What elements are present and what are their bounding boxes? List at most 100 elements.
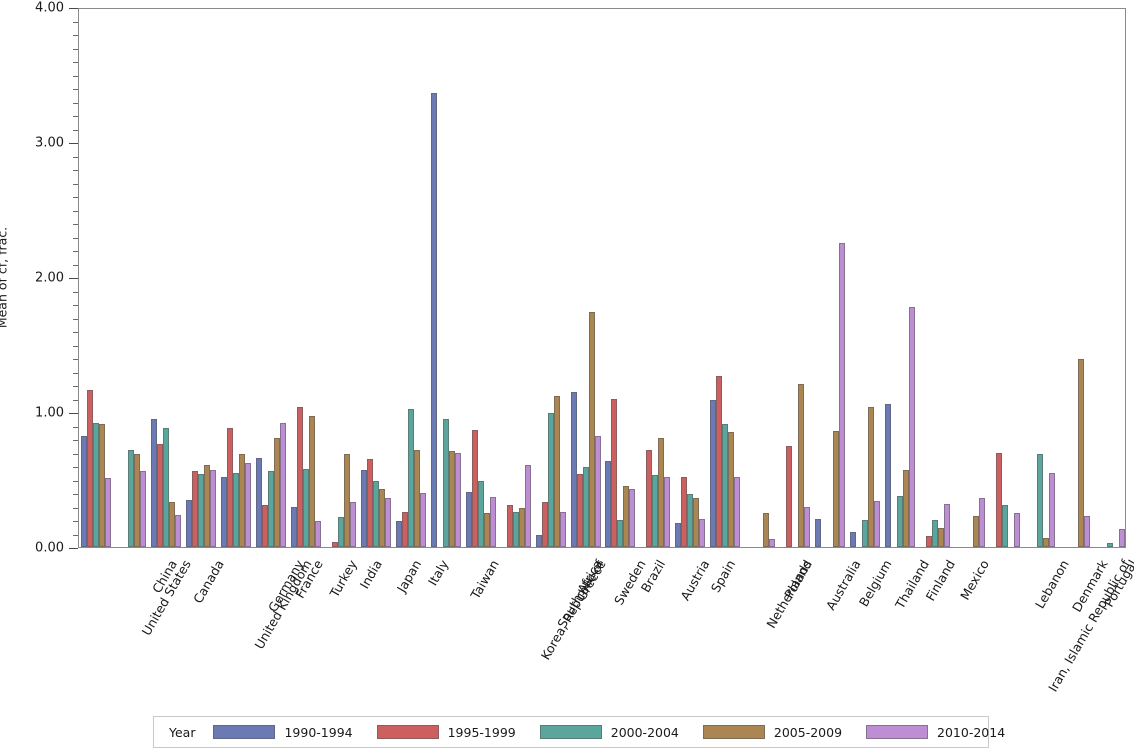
bar	[896, 495, 903, 547]
x-tick-label: Austria	[677, 557, 713, 603]
bar	[908, 306, 915, 547]
bar	[884, 403, 891, 547]
y-tick-minor	[73, 507, 78, 509]
bar	[477, 480, 484, 547]
bar	[210, 470, 217, 547]
bar	[350, 502, 356, 547]
bar	[81, 436, 88, 547]
y-tick-label: 3.00	[35, 135, 64, 151]
bar	[687, 494, 694, 547]
y-tick-minor	[73, 480, 78, 482]
bar	[465, 491, 472, 547]
bar	[280, 422, 287, 547]
bar	[262, 505, 269, 547]
legend: Year 1990-1994 1995-1999 2000-2004 2005-200…	[153, 716, 1005, 748]
bar	[588, 312, 595, 547]
bar	[1048, 472, 1055, 547]
legend-item[interactable]: 2005-2009	[702, 724, 843, 740]
bar-group	[1095, 9, 1125, 547]
bar	[547, 413, 554, 547]
bar-group	[640, 9, 671, 547]
bar	[192, 471, 199, 547]
y-tick-minor	[73, 521, 78, 522]
y-tick-minor	[73, 35, 78, 36]
bar	[943, 503, 950, 547]
y-tick-label: 4.00	[35, 0, 64, 16]
legend-item[interactable]: 1990-1994	[213, 724, 353, 740]
legend-label: 2005-2009	[773, 724, 843, 740]
x-tick-label: India	[356, 557, 385, 592]
bar	[1118, 529, 1125, 547]
bar	[169, 502, 176, 547]
y-tick-minor	[73, 399, 78, 401]
bar	[489, 497, 496, 547]
legend-item[interactable]: 1995-1999	[376, 724, 516, 740]
bar	[652, 475, 659, 547]
bar-group	[291, 9, 322, 547]
bar	[99, 424, 106, 547]
legend-label: 1995-1999	[447, 724, 516, 740]
bar	[332, 541, 338, 547]
bar	[570, 391, 577, 547]
bar	[722, 424, 729, 547]
y-tick-major	[69, 548, 78, 549]
bar-group	[465, 9, 496, 547]
bar	[1001, 505, 1008, 547]
y-tick-minor	[73, 224, 78, 225]
bar-group	[326, 9, 356, 547]
bar	[186, 499, 193, 547]
legend-label: 1990-1994	[284, 724, 353, 740]
bar	[931, 520, 938, 547]
x-tick-label: Italy	[424, 557, 452, 589]
bar-group	[430, 9, 461, 547]
bar	[675, 522, 682, 547]
bar	[611, 398, 618, 547]
bar-group	[535, 9, 566, 547]
y-tick-major	[69, 413, 78, 414]
bar	[506, 505, 513, 547]
bar	[291, 506, 298, 547]
bar	[710, 399, 717, 547]
bar	[559, 511, 566, 547]
bar-group	[675, 9, 706, 547]
bar-group	[81, 9, 112, 547]
legend-item[interactable]: 2000-2004	[539, 725, 679, 740]
legend-item[interactable]: 2010-2014	[866, 725, 1005, 740]
bar	[512, 511, 519, 547]
legend-items: 1990-1994 1995-1999 2000-2004 2005-2009 2010…	[213, 725, 1029, 740]
bar-group	[780, 9, 811, 547]
bar	[128, 449, 135, 547]
bar	[605, 460, 612, 547]
x-axis-labels: United States China Canada United Kingdom Ge…	[78, 549, 1134, 714]
bar	[925, 536, 932, 547]
legend-swatch	[539, 725, 602, 739]
bar	[360, 470, 367, 547]
y-tick-minor	[73, 332, 78, 333]
bar	[221, 476, 228, 547]
bar-group	[116, 9, 147, 547]
bar	[401, 511, 408, 547]
y-axis: 0.00 1.00 2.00 3.00 4.00	[0, 0, 78, 556]
bar	[483, 513, 490, 547]
bar	[134, 453, 141, 547]
y-tick-major	[69, 278, 78, 279]
bar	[978, 498, 985, 547]
y-tick-minor	[73, 237, 78, 239]
bar	[1013, 513, 1020, 547]
bar-group	[745, 9, 776, 547]
x-tick-label: Taiwan	[467, 557, 502, 602]
bar	[833, 430, 840, 547]
bar	[239, 453, 246, 547]
bar	[378, 488, 385, 547]
bar	[862, 520, 868, 547]
bar	[233, 472, 240, 547]
y-tick-minor	[73, 197, 78, 198]
y-tick-minor	[73, 494, 78, 495]
y-tick-minor	[73, 318, 78, 320]
bar	[850, 532, 856, 547]
bar	[338, 517, 344, 547]
bar	[344, 453, 350, 547]
bar-group	[221, 9, 252, 547]
bar	[256, 457, 263, 547]
